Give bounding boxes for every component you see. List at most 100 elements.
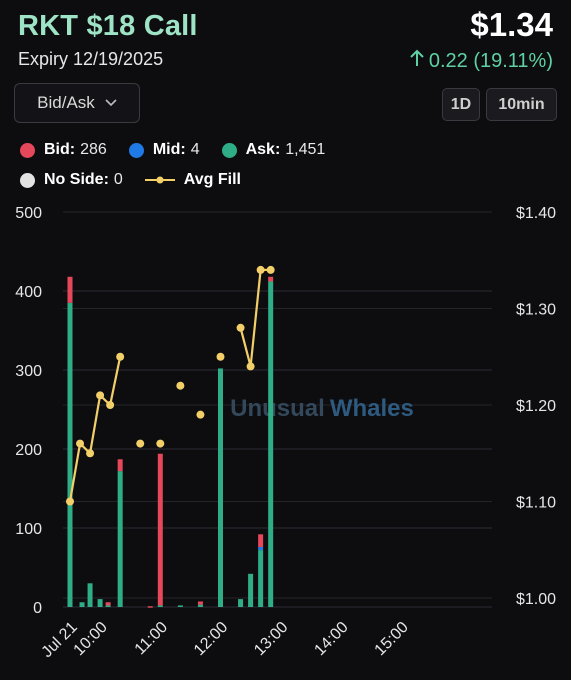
watermark: Unusual Whales [230, 395, 414, 422]
avg-fill-segment [239, 327, 252, 367]
avg-fill-point [76, 439, 85, 448]
volume-bar-ask [248, 573, 254, 607]
chart-legend-row-2: No Side: 0 Avg Fill [20, 171, 268, 189]
y-left-tick-label: 200 [15, 442, 42, 459]
volume-bar-ask [258, 550, 264, 607]
volume-bar-bid [268, 276, 274, 282]
y-left-tick-label: 500 [15, 205, 42, 222]
y-right-tick-label: $1.40 [516, 205, 556, 222]
legend-bid-count: 286 [80, 141, 107, 158]
volume-bar-ask [67, 302, 73, 607]
avg-fill-point [246, 362, 255, 371]
axis-layer: 0 100 200 300 400 500 $1.00 $1.10 $1.20 $1.30 $1.4… [15, 205, 556, 661]
legend-bid-label: Bid: [44, 141, 76, 158]
volume-bar-ask [268, 281, 274, 607]
x-tick-label: 13:00 [251, 619, 291, 659]
y-right-tick-label: $1.30 [516, 302, 556, 319]
avg-fill-point [136, 439, 145, 448]
chevron-down-icon [105, 93, 117, 113]
x-tick-label: Jul 21 [39, 619, 81, 661]
avg-fill-point [86, 449, 95, 458]
volume-bar-ask [87, 583, 93, 607]
dropdown-label: Bid/Ask [37, 93, 95, 112]
watermark-part-1: Unusual [230, 395, 325, 422]
price-change-value: 0.22 (19.11%) [428, 49, 553, 72]
legend-avgfill-label: Avg Fill [183, 171, 241, 188]
legend-ask-label: Ask: [245, 141, 281, 158]
contract-title: RKT $18 Call [18, 10, 198, 42]
legend-ask-count: 1,451 [285, 141, 326, 158]
volume-bar-bid [197, 601, 203, 605]
volume-bar-ask [218, 368, 223, 607]
y-left-tick-label: 100 [15, 521, 42, 538]
arrow-up-icon [409, 49, 425, 73]
avg-fill-segment [249, 269, 262, 367]
legend-avgfill[interactable]: Avg Fill [144, 171, 246, 189]
noside-dot-icon [20, 172, 35, 188]
volume-bar-ask [117, 471, 123, 607]
legend-noside-count: 0 [113, 171, 123, 188]
legend-mid[interactable]: Mid: 4 [128, 141, 200, 159]
legend-mid-count: 4 [190, 141, 200, 158]
avg-fill-point [266, 265, 275, 274]
avg-fill-segment [68, 443, 82, 502]
mid-dot-icon [128, 142, 144, 158]
volume-bar-bid [117, 459, 123, 472]
legend-bid[interactable]: Bid: 286 [20, 141, 107, 159]
y-right-tick-label: $1.20 [516, 398, 556, 415]
legend-noside-label: No Side: [44, 171, 109, 188]
y-left-tick-label: 300 [15, 363, 42, 380]
watermark-part-2: Whales [330, 395, 414, 422]
avg-fill-point [196, 410, 205, 419]
x-tick-label: 12:00 [191, 619, 231, 659]
avg-fill-point [176, 381, 185, 390]
chart-legend: Bid: 286 Mid: 4 Ask: 1,451 [20, 141, 347, 159]
volume-bar-ask [197, 604, 203, 607]
current-price: $1.34 [470, 6, 553, 43]
side-filter-dropdown[interactable]: Bid/Ask [14, 83, 140, 123]
range-1d-button[interactable]: 1D [442, 88, 480, 121]
legend-noside[interactable]: No Side: 0 [20, 171, 123, 189]
y-right-tick-label: $1.10 [516, 495, 556, 512]
y-left-tick-label: 0 [33, 600, 42, 617]
volume-bar-ask [157, 605, 163, 607]
volume-bar-bid [157, 453, 163, 606]
avg-fill-layer [66, 265, 275, 506]
volume-bar-bid [258, 534, 264, 547]
volume-bar-bid [105, 602, 111, 606]
avg-fill-line-icon [144, 176, 175, 184]
legend-mid-label: Mid: [152, 141, 186, 158]
interval-10min-button[interactable]: 10min [486, 88, 557, 121]
y-right-tick-label: $1.00 [516, 591, 556, 608]
avg-fill-segment [109, 356, 122, 406]
bars-layer [67, 276, 274, 608]
avg-fill-point [216, 352, 225, 361]
volume-bar-ask [105, 605, 111, 607]
grid-layer [63, 211, 492, 608]
legend-ask[interactable]: Ask: 1,451 [221, 141, 326, 159]
bid-dot-icon [20, 142, 35, 158]
x-tick-label: 10:00 [71, 619, 111, 659]
volume-bar-bid [147, 606, 153, 608]
avg-fill-segment [88, 395, 102, 454]
avg-fill-point [256, 265, 265, 274]
volume-bar-ask [97, 599, 103, 607]
avg-fill-point [116, 352, 125, 361]
avg-fill-point [66, 497, 74, 506]
avg-fill-point [156, 439, 165, 448]
avg-fill-point [236, 323, 245, 332]
x-tick-label: 14:00 [311, 619, 351, 659]
price-change: 0.22 (19.11%) [409, 49, 553, 73]
avg-fill-point [96, 391, 105, 400]
x-tick-label: 11:00 [132, 619, 172, 659]
volume-bar-ask [79, 602, 85, 607]
volume-bar-bid [67, 276, 73, 303]
ask-dot-icon [221, 142, 237, 158]
y-left-tick-label: 400 [15, 284, 42, 301]
expiry-date: Expiry 12/19/2025 [18, 49, 164, 69]
volume-bar-ask [238, 599, 244, 607]
volume-bar-mid [258, 546, 264, 551]
x-tick-label: 15:00 [372, 619, 412, 659]
avg-fill-point [106, 401, 115, 409]
